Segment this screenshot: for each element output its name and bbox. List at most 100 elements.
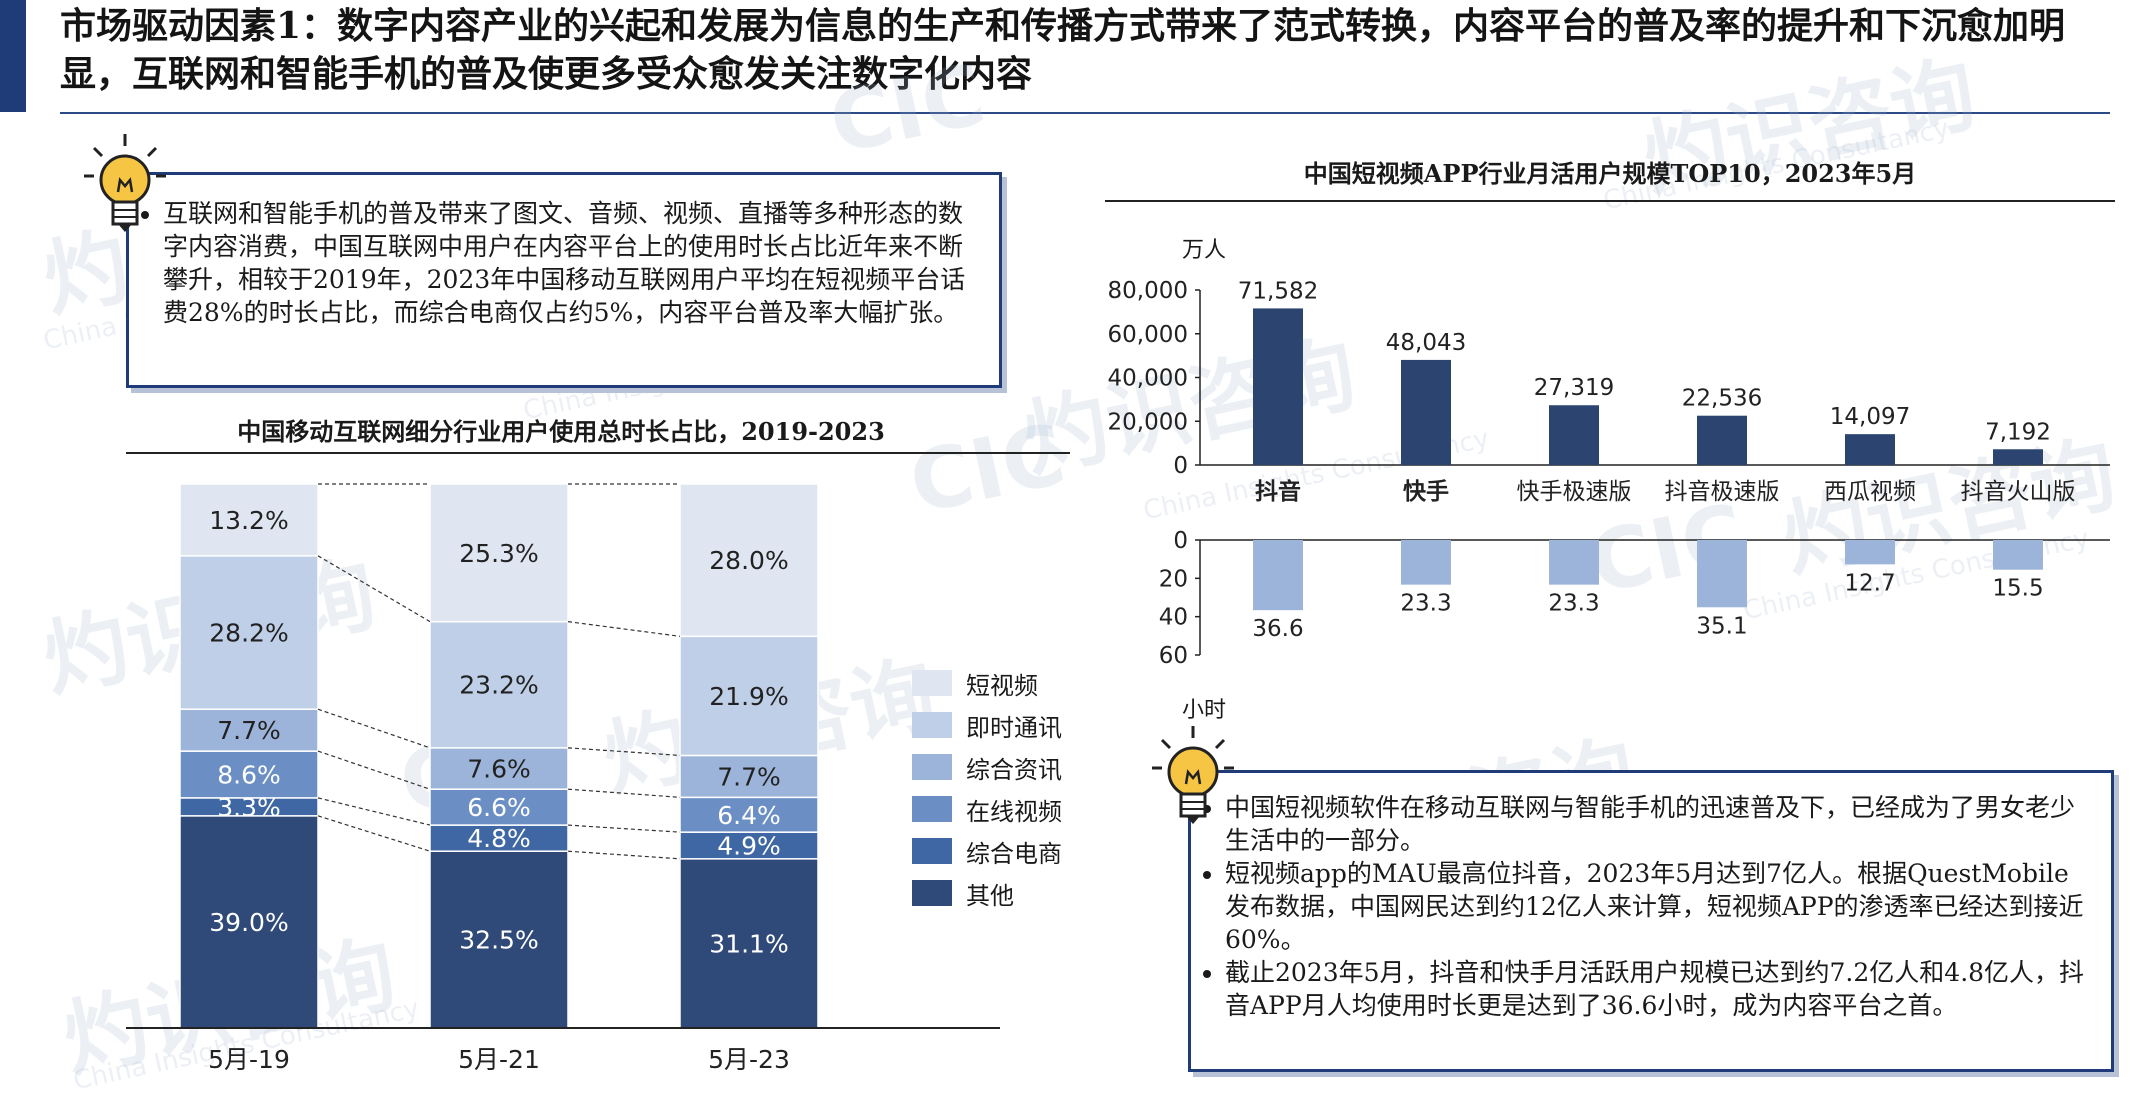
- data-label: 39.0%: [209, 908, 288, 937]
- usage-hours-bar: [1401, 540, 1451, 585]
- legend-item: 短视频: [912, 662, 1062, 704]
- stacked-bar-segment: [429, 824, 569, 852]
- usage-hours-bar: [1845, 540, 1895, 565]
- usage-hours-bar: [1697, 540, 1747, 608]
- stacked-bar-segment: [429, 483, 569, 623]
- data-label: 7.7%: [717, 762, 781, 791]
- mau-bar-chart: 0 20,000 40,000 60,000 80,000 71,582 抖音 48,043 快…: [1108, 278, 2110, 505]
- stacked-bar-segment: [179, 815, 319, 1029]
- y-tick-label: 80,000: [1108, 278, 1188, 304]
- data-label: 28.0%: [709, 546, 788, 575]
- data-label: 7,192: [1985, 419, 2051, 445]
- stacked-bar-segment: [179, 708, 319, 752]
- hours-unit-label: 小时: [1182, 698, 1227, 723]
- legend-item: 在线视频: [912, 788, 1062, 830]
- legend-item: 综合资讯: [912, 746, 1062, 788]
- data-label: 14,097: [1830, 404, 1910, 430]
- legend-swatch: [912, 712, 952, 738]
- legend-label: 综合电商: [966, 839, 1062, 868]
- series-connector-line: [317, 708, 431, 749]
- legend-swatch: [912, 754, 952, 780]
- legend-item: 即时通讯: [912, 704, 1062, 746]
- stacked-bar-segment: [679, 858, 819, 1029]
- legend-item: 综合电商: [912, 830, 1062, 872]
- right-summary-bullet: 中国短视频软件在移动互联网与智能手机的迅速普及下，已经成为了男女老少生活中的一部…: [1225, 791, 2093, 857]
- data-label: 23.3: [1400, 591, 1451, 617]
- legend-label: 其他: [966, 881, 1014, 910]
- left-summary-bullet: 互联网和智能手机的普及带来了图文、音频、视频、直播等多种形态的数字内容消费，中国…: [163, 197, 977, 329]
- stacked-bar-segment: [429, 747, 569, 790]
- title-divider: [60, 112, 2110, 114]
- data-label: 35.1: [1696, 613, 1747, 639]
- y-tick-label: 20: [1159, 566, 1188, 592]
- data-label: 27,319: [1534, 375, 1614, 401]
- stacked-bar-segment: [179, 750, 319, 799]
- mau-unit-label: 万人: [1182, 238, 1227, 263]
- lightbulb-icon: [1152, 726, 1234, 824]
- mau-chart-title: 中国短视频APP行业月活用户规模TOP10，2023年5月: [1303, 159, 1917, 188]
- stacked-bar-segment: [179, 483, 319, 557]
- y-tick-label: 0: [1173, 453, 1188, 479]
- mau-bar: [1253, 308, 1303, 465]
- data-label: 21.9%: [709, 682, 788, 711]
- y-tick-label: 0: [1173, 528, 1188, 554]
- data-label: 6.4%: [717, 801, 781, 830]
- page-title: 市场驱动因素1：数字内容产业的兴起和发展为信息的生产和传播方式带来了范式转换，内…: [60, 5, 2066, 95]
- stacked-bar-chart: 39.0%3.3%8.6%7.7%28.2%13.2%5月-1932.5%4.8…: [126, 483, 1000, 1074]
- data-label: 31.1%: [709, 929, 788, 958]
- left-summary-box: 互联网和智能手机的普及带来了图文、音频、视频、直播等多种形态的数字内容消费，中国…: [126, 172, 1002, 388]
- mau-bar: [1401, 359, 1451, 465]
- data-label: 23.2%: [459, 671, 538, 700]
- x-tick-label: 5月-19: [208, 1045, 290, 1074]
- usage-hours-bar: [1993, 540, 2043, 570]
- x-tick-label: 快手: [1403, 479, 1449, 505]
- data-label: 4.9%: [717, 831, 781, 860]
- data-label: 32.5%: [459, 926, 538, 955]
- series-connector-line: [317, 750, 431, 790]
- series-connector-line: [567, 824, 681, 833]
- data-label: 23.3: [1548, 591, 1599, 617]
- usage-hours-bar-chart: 0 20 40 60 36.6 23.3 23.3 35.1 12.7 15.5: [1159, 528, 2110, 669]
- data-label: 22,536: [1682, 386, 1762, 412]
- mau-bar: [1845, 434, 1895, 465]
- x-tick-label: 抖音: [1255, 478, 1301, 505]
- legend-label: 综合资讯: [966, 755, 1062, 784]
- mau-bar: [1993, 449, 2043, 465]
- y-tick-label: 40,000: [1108, 366, 1188, 392]
- data-label: 7.7%: [217, 716, 281, 745]
- legend-label: 短视频: [966, 671, 1038, 700]
- usage-hours-bar: [1549, 540, 1599, 585]
- series-connector-line: [317, 815, 431, 852]
- mau-bar: [1697, 415, 1747, 465]
- stacked-chart-title: 中国移动互联网细分行业用户使用总时长占比，2019-2023: [237, 417, 885, 446]
- x-tick-label: 抖音极速版: [1665, 479, 1780, 505]
- legend-swatch: [912, 796, 952, 822]
- data-label: 8.6%: [217, 760, 281, 789]
- mau-bar: [1549, 405, 1599, 465]
- y-tick-label: 20,000: [1108, 409, 1188, 435]
- usage-hours-bar: [1253, 540, 1303, 611]
- stacked-bar-segment: [679, 796, 819, 833]
- stacked-chart-legend: 短视频 即时通讯 综合资讯 在线视频 综合电商 其他: [912, 662, 1062, 914]
- legend-item: 其他: [912, 872, 1062, 914]
- data-label: 7.6%: [467, 755, 531, 784]
- data-label: 36.6: [1252, 616, 1303, 642]
- mau-chart-title-rule: [1105, 200, 2115, 202]
- x-tick-label: 西瓜视频: [1824, 479, 1916, 505]
- lightbulb-icon: [84, 134, 166, 232]
- data-label: 12.7: [1844, 570, 1895, 596]
- legend-label: 即时通讯: [966, 713, 1062, 742]
- title-accent-bar: [0, 0, 26, 112]
- y-tick-label: 60,000: [1108, 322, 1188, 348]
- x-tick-label: 抖音火山版: [1961, 479, 2076, 505]
- data-label: 6.6%: [467, 793, 531, 822]
- data-label: 13.2%: [209, 506, 288, 535]
- stacked-chart-title-rule: [126, 452, 1070, 454]
- legend-label: 在线视频: [966, 797, 1062, 826]
- series-connector-line: [567, 850, 681, 860]
- series-connector-line: [567, 788, 681, 798]
- data-label: 25.3%: [459, 539, 538, 568]
- x-tick-label: 5月-23: [708, 1045, 790, 1074]
- x-tick-label: 5月-21: [458, 1045, 540, 1074]
- stacked-bar-segment: [429, 850, 569, 1029]
